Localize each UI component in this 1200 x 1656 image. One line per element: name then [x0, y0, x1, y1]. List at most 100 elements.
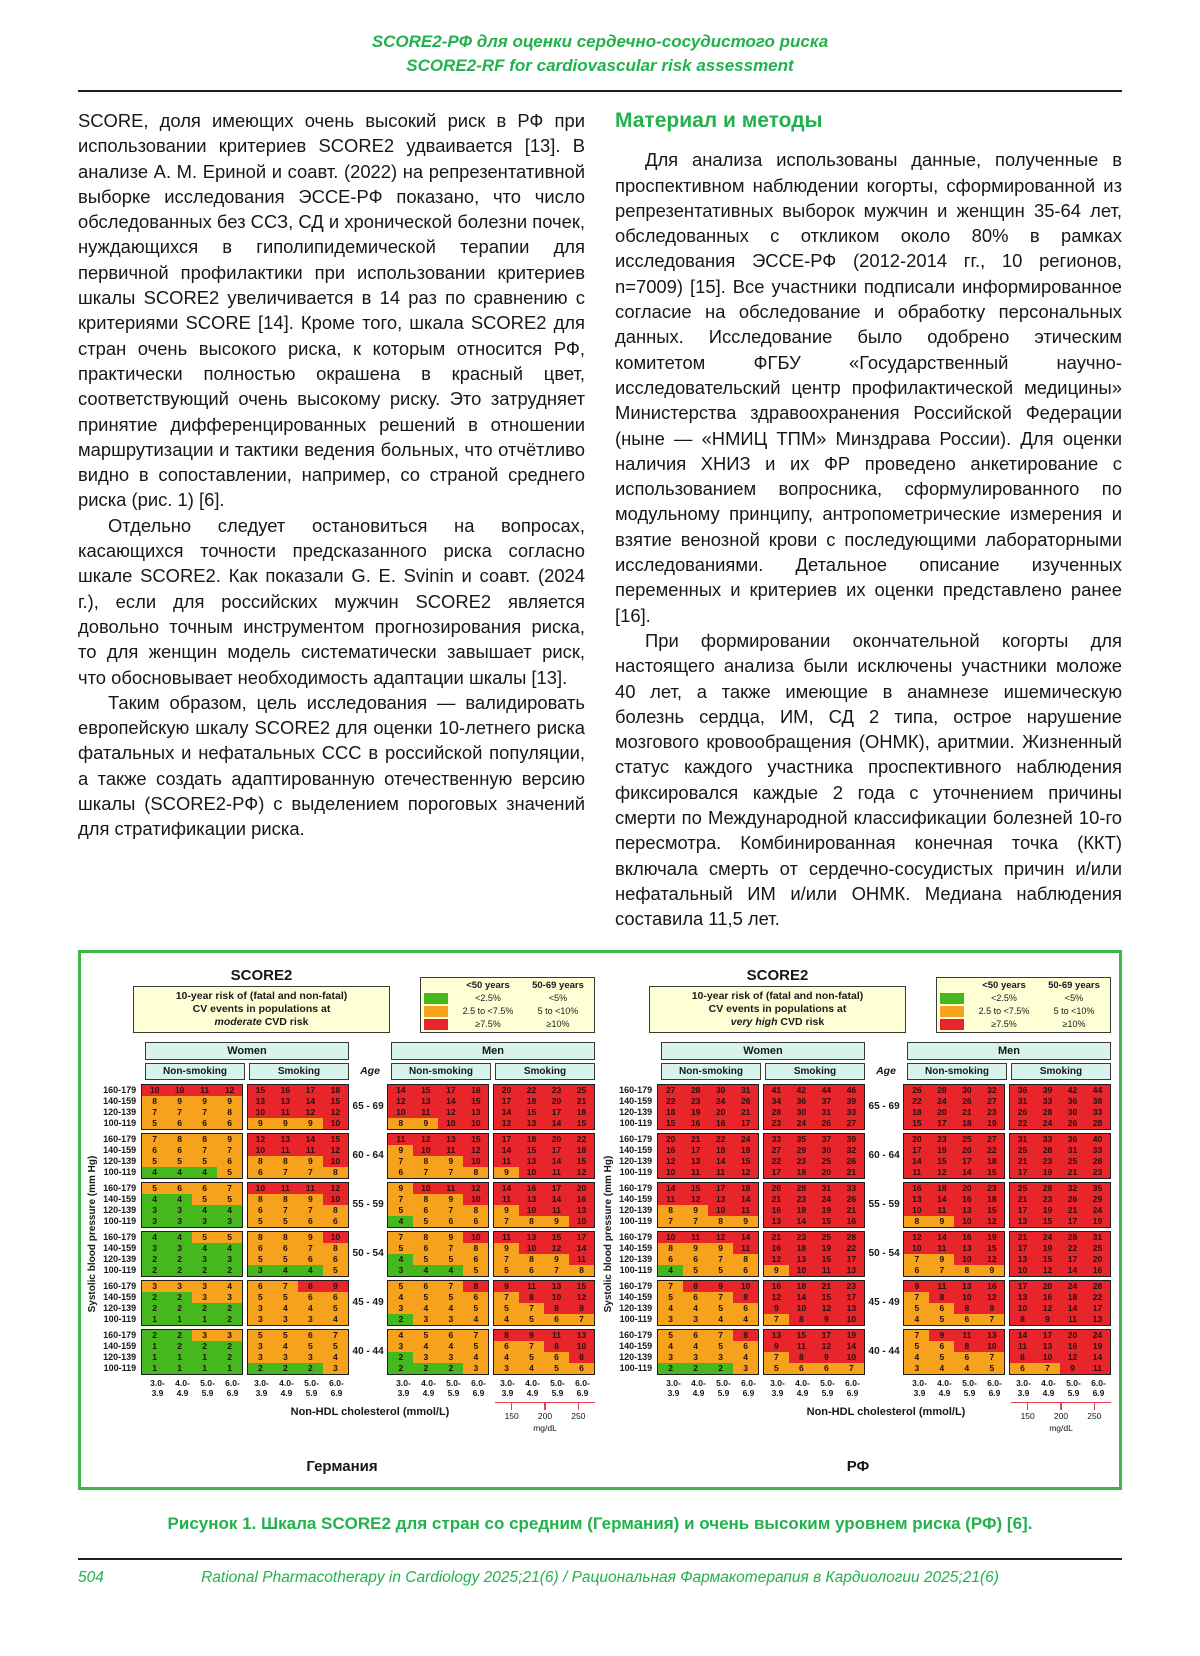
risk-cell: 13 — [247, 1095, 273, 1107]
mgdl-unit-label: mg/dL — [533, 1422, 557, 1433]
risk-cell: 12 — [297, 1106, 323, 1118]
risk-cell: 7 — [192, 1106, 218, 1118]
risk-cell: 13 — [519, 1231, 545, 1243]
risk-cell: 14 — [544, 1155, 570, 1167]
risk-cell: 23 — [788, 1193, 814, 1205]
legend-row: <2.5% <5% — [424, 992, 591, 1005]
risk-cell: 24 — [1060, 1280, 1086, 1292]
risk-cell: 23 — [1035, 1193, 1061, 1205]
risk-cell: 15 — [413, 1084, 439, 1096]
risk-cell: 4 — [217, 1242, 243, 1254]
tick-top: 6.0- — [329, 1377, 344, 1388]
risk-cell: 13 — [519, 1117, 545, 1129]
risk-cell: 10 — [519, 1242, 545, 1254]
risk-cell: 14 — [569, 1242, 595, 1254]
risk-cell: 12 — [322, 1182, 348, 1194]
risk-cell: 9 — [763, 1340, 789, 1352]
risk-cell: 32 — [979, 1084, 1005, 1096]
risk-cell: 8 — [192, 1133, 218, 1145]
cholesterol-tick: 5.0- 5.9 — [711, 1378, 736, 1398]
sbp-row-label: 120-139 — [103, 1302, 137, 1313]
risk-cell: 8 — [494, 1329, 520, 1341]
tick-group: 3.0- 3.9 4.0- 4.9 5.0- 5.9 6.0- 6.9 — [1011, 1378, 1111, 1398]
orange-swatch — [424, 1005, 448, 1017]
risk-cell: 10 — [438, 1117, 464, 1129]
x-axis-row: Non-HDL cholesterol (mmol/L) 150 200 250 mg/… — [615, 1401, 1111, 1450]
risk-cell: 19 — [929, 1144, 955, 1156]
risk-cell: 15 — [1035, 1215, 1061, 1227]
age-group-label: 60 - 64 — [868, 1150, 900, 1161]
mgdl-tick — [1060, 1402, 1062, 1410]
risk-cell: 5 — [904, 1302, 930, 1314]
legend-value-under50: <2.5% — [475, 992, 501, 1003]
risk-cell: 9 — [683, 1242, 709, 1254]
risk-cell: 9 — [167, 1095, 193, 1107]
risk-cell: 3 — [217, 1329, 243, 1341]
risk-cell: 25 — [1010, 1144, 1036, 1156]
country-label: РФ — [846, 1457, 870, 1475]
risk-cell: 7 — [683, 1215, 709, 1227]
risk-cell: 24 — [1085, 1329, 1111, 1341]
mgdl-bracket: 150 200 250 mg/dL — [1011, 1401, 1111, 1433]
risk-cell: 36 — [1060, 1095, 1086, 1107]
risk-cell: 37 — [813, 1133, 839, 1145]
risk-cell: 22 — [569, 1133, 595, 1145]
mgdl-tick-label: 200 — [1053, 1410, 1069, 1421]
risk-cell: 15 — [1035, 1253, 1061, 1265]
risk-cell: 28 — [1035, 1106, 1061, 1118]
sbp-row-label: 160-179 — [619, 1280, 653, 1291]
risk-cell: 15 — [569, 1155, 595, 1167]
risk-cell: 6 — [297, 1329, 323, 1341]
risk-cell: 3 — [494, 1362, 520, 1374]
legend-header-row: <50 years 50-69 years — [424, 979, 591, 992]
risk-cell: 10 — [247, 1144, 273, 1156]
risk-cell: 3 — [167, 1280, 193, 1292]
risk-cell: 17 — [569, 1231, 595, 1243]
sbp-label-column: 160-179 140-159 120-139 100-119 — [99, 1329, 141, 1375]
risk-cell: 6 — [167, 1117, 193, 1129]
risk-cell: 24 — [813, 1193, 839, 1205]
risk-cell: 8 — [1010, 1313, 1036, 1325]
mgdl-tick-label: 150 — [504, 1410, 519, 1421]
risk-cell: 8 — [463, 1280, 489, 1292]
risk-cell: 10 — [954, 1291, 980, 1303]
risk-cell: 1 — [167, 1351, 193, 1363]
mgdl-bracket: 150 200 250 mg/dL — [495, 1401, 595, 1433]
risk-cell: 9 — [708, 1280, 734, 1292]
risk-cell: 21 — [1060, 1204, 1086, 1216]
risk-cell: 18 — [788, 1166, 814, 1178]
risk-cell: 31 — [1060, 1144, 1086, 1156]
tick-top: 3.0- — [770, 1377, 785, 1388]
risk-cell: 16 — [954, 1193, 980, 1205]
risk-cell: 7 — [167, 1106, 193, 1118]
risk-cell: 12 — [929, 1166, 955, 1178]
legend-header-row: <50 years 50-69 years — [940, 979, 1107, 992]
risk-cell: 21 — [813, 1280, 839, 1292]
legend-column-50-69: 50-69 years — [1048, 979, 1100, 991]
legend-value-50-69: ≥10% — [1062, 1018, 1086, 1029]
risk-cell: 2 — [142, 1253, 168, 1265]
risk-cell: 14 — [297, 1133, 323, 1145]
risk-cell: 26 — [813, 1117, 839, 1129]
risk-cell: 6 — [322, 1253, 348, 1265]
risk-cell: 26 — [1010, 1106, 1036, 1118]
sex-band-row: Women Men — [615, 1041, 1111, 1060]
risk-cell: 17 — [1060, 1215, 1086, 1227]
risk-cell: 6 — [463, 1253, 489, 1265]
risk-cell: 38 — [1085, 1095, 1111, 1107]
description-tail: CVD risk — [780, 1015, 825, 1028]
risk-cell: 3 — [708, 1351, 734, 1363]
risk-cell: 18 — [788, 1204, 814, 1216]
risk-cell: 11 — [1085, 1362, 1111, 1374]
risk-cell: 2 — [142, 1302, 168, 1314]
risk-cell: 5 — [247, 1215, 273, 1227]
risk-cell: 1 — [167, 1313, 193, 1325]
tick-top: 5.0- — [820, 1377, 835, 1388]
tick-top: 3.0- — [666, 1377, 681, 1388]
right-column: Материал и методы Для анализа использова… — [615, 108, 1122, 932]
risk-cell: 9 — [763, 1264, 789, 1276]
risk-cell: 7 — [494, 1215, 520, 1227]
risk-cell: 4 — [217, 1204, 243, 1216]
mgdl-bracket-line — [495, 1401, 595, 1410]
y-axis-title: Systolic blood pressure (mm Hg) — [87, 1155, 98, 1312]
